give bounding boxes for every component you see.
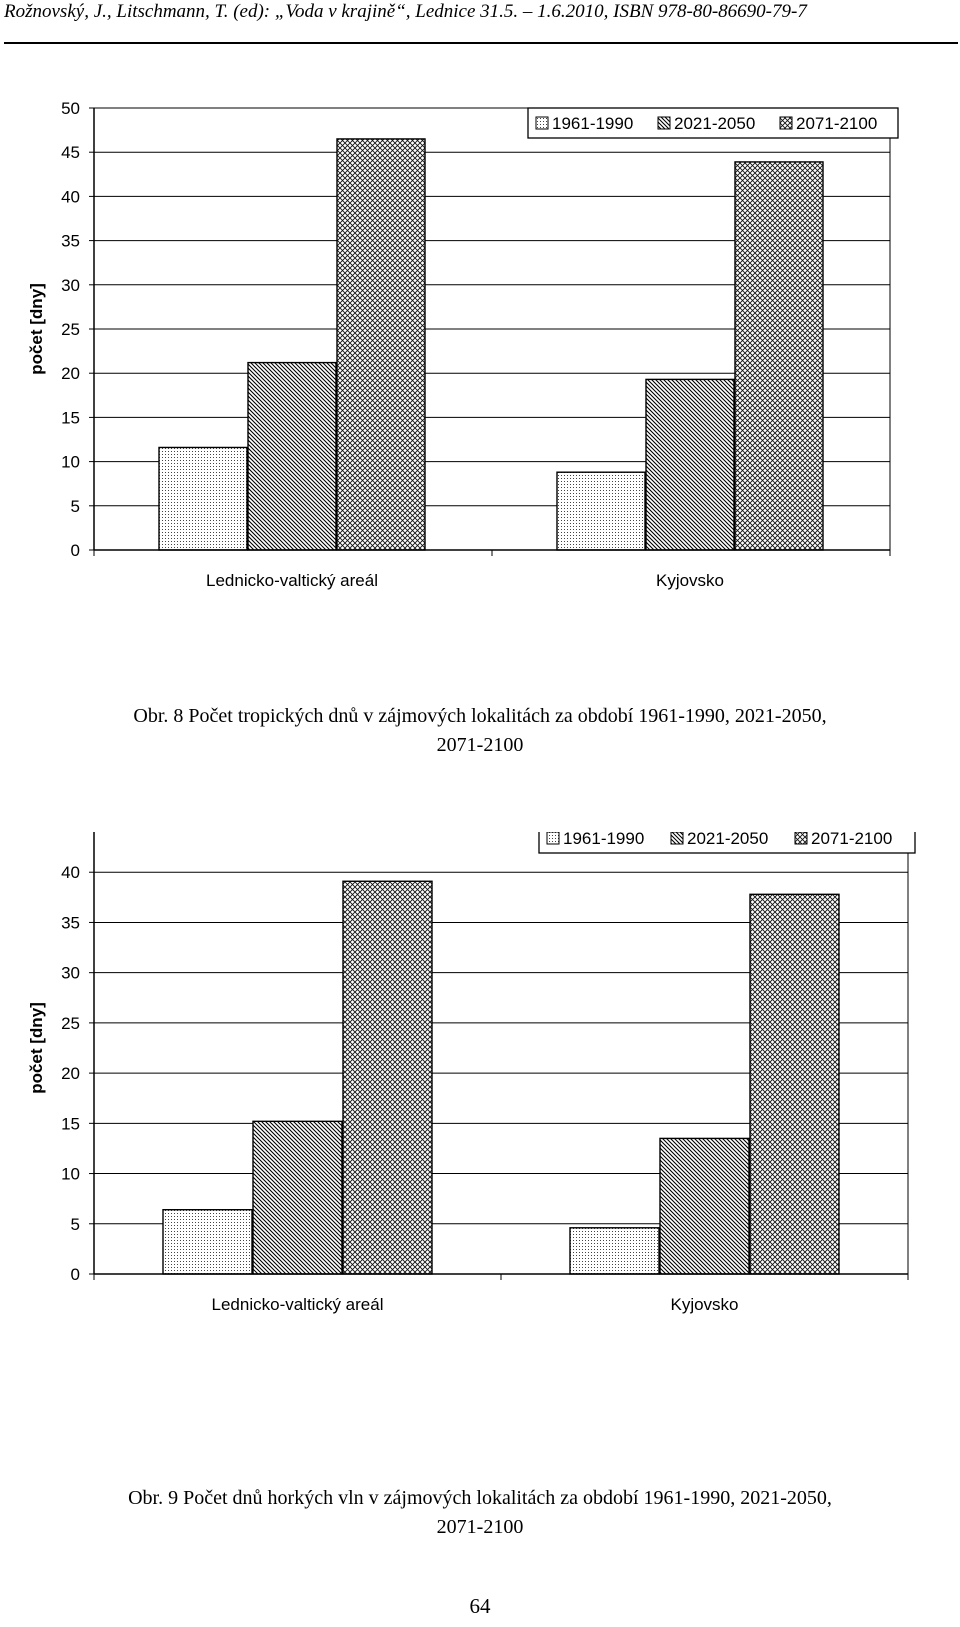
y-tick-label-30: 30 — [61, 276, 80, 295]
bar-kyjovsko-1961-1990 — [569, 1227, 660, 1275]
legend: 1961-1990 2021-2050 2071-2100 — [538, 832, 916, 854]
figure-9-caption-line-1: Obr. 9 Počet dnů horkých vln v zájmových… — [128, 1487, 832, 1509]
y-tick-label-5: 5 — [71, 497, 80, 516]
x-tick-label-kyjovsko: Kyjovsko — [670, 1295, 738, 1314]
x-tick-label-kyjovsko: Kyjovsko — [656, 571, 724, 590]
y-tick-label-45: 45 — [61, 143, 80, 162]
y-tick-label-35: 35 — [61, 913, 80, 932]
figure-8-caption-line-2: 2071-2100 — [436, 734, 524, 756]
y-tick-label-5: 5 — [71, 1215, 80, 1234]
legend-swatch-2021-2050 — [657, 116, 671, 130]
legend-swatch-1961-1990 — [546, 832, 560, 845]
bar-lednicko-valticky-areal-1961-1990 — [158, 446, 248, 551]
y-tick-label-20: 20 — [61, 1064, 80, 1083]
bar-lednicko-valticky-areal-2071-2100 — [336, 138, 426, 551]
legend-label-2021-2050: 2021-2050 — [674, 114, 755, 133]
heat-wave-days-chart: 051015202530354045Lednicko-valtický areá… — [27, 832, 916, 1314]
bar-kyjovsko-2071-2100 — [749, 893, 840, 1275]
page-number: 64 — [469, 1594, 491, 1618]
y-tick-label-40: 40 — [61, 187, 80, 206]
legend-box — [538, 832, 916, 854]
bar-kyjovsko-2021-2050 — [645, 378, 735, 551]
x-tick-label-lednicko-valticky-areal: Lednicko-valtický areál — [206, 571, 378, 590]
y-tick-label-15: 15 — [61, 408, 80, 427]
y-tick-label-50: 50 — [61, 99, 80, 118]
legend: 1961-1990 2021-2050 2071-2100 — [527, 107, 899, 139]
y-tick-label-40: 40 — [61, 863, 80, 882]
y-tick-label-25: 25 — [61, 320, 80, 339]
y-axis-label: počet [dny] — [27, 1002, 46, 1094]
y-tick-label-0: 0 — [71, 541, 80, 560]
figure-8-caption-line-1: Obr. 8 Počet tropických dnů v zájmových … — [133, 705, 827, 727]
legend-label-2021-2050: 2021-2050 — [687, 832, 768, 848]
bar-kyjovsko-2071-2100 — [734, 161, 824, 551]
legend-box — [527, 107, 899, 139]
x-tick-label-lednicko-valticky-areal: Lednicko-valtický areál — [212, 1295, 384, 1314]
y-tick-label-0: 0 — [71, 1265, 80, 1284]
figure-9-caption-line-2: 2071-2100 — [436, 1516, 524, 1538]
header-rule — [4, 42, 958, 44]
bar-kyjovsko-1961-1990 — [556, 471, 646, 551]
running-header: Rožnovský, J., Litschmann, T. (ed): „Vod… — [0, 0, 960, 46]
bar-lednicko-valticky-areal-2071-2100 — [342, 880, 433, 1275]
legend-label-1961-1990: 1961-1990 — [552, 114, 633, 133]
bar-lednicko-valticky-areal-2021-2050 — [252, 1120, 343, 1275]
legend-swatch-1961-1990 — [535, 116, 549, 130]
y-tick-label-15: 15 — [61, 1114, 80, 1133]
y-tick-label-20: 20 — [61, 364, 80, 383]
running-head-text: Rožnovský, J., Litschmann, T. (ed): „Vod… — [4, 1, 807, 22]
legend-label-2071-2100: 2071-2100 — [811, 832, 892, 848]
legend-label-1961-1990: 1961-1990 — [563, 832, 644, 848]
y-tick-label-10: 10 — [61, 453, 80, 472]
y-tick-label-25: 25 — [61, 1014, 80, 1033]
y-tick-label-10: 10 — [61, 1165, 80, 1184]
y-tick-label-30: 30 — [61, 964, 80, 983]
y-tick-label-35: 35 — [61, 232, 80, 251]
y-axis-label: počet [dny] — [27, 283, 46, 375]
figure-9-caption: Obr. 9 Počet dnů horkých vln v zájmových… — [0, 1484, 960, 1542]
bar-lednicko-valticky-areal-2021-2050 — [247, 361, 337, 551]
tropical-days-chart: 0 5 10 15 20 25 30 35 40 45 50 Lednicko-valtický ar… — [27, 99, 899, 590]
bar-kyjovsko-2021-2050 — [659, 1137, 750, 1275]
legend-swatch-2021-2050 — [670, 832, 684, 845]
legend-swatch-2071-2100 — [779, 116, 793, 130]
legend-swatch-2071-2100 — [794, 832, 808, 845]
bar-lednicko-valticky-areal-1961-1990 — [162, 1209, 253, 1275]
legend-label-2071-2100: 2071-2100 — [796, 114, 877, 133]
figure-8-caption: Obr. 8 Počet tropických dnů v zájmových … — [0, 702, 960, 760]
